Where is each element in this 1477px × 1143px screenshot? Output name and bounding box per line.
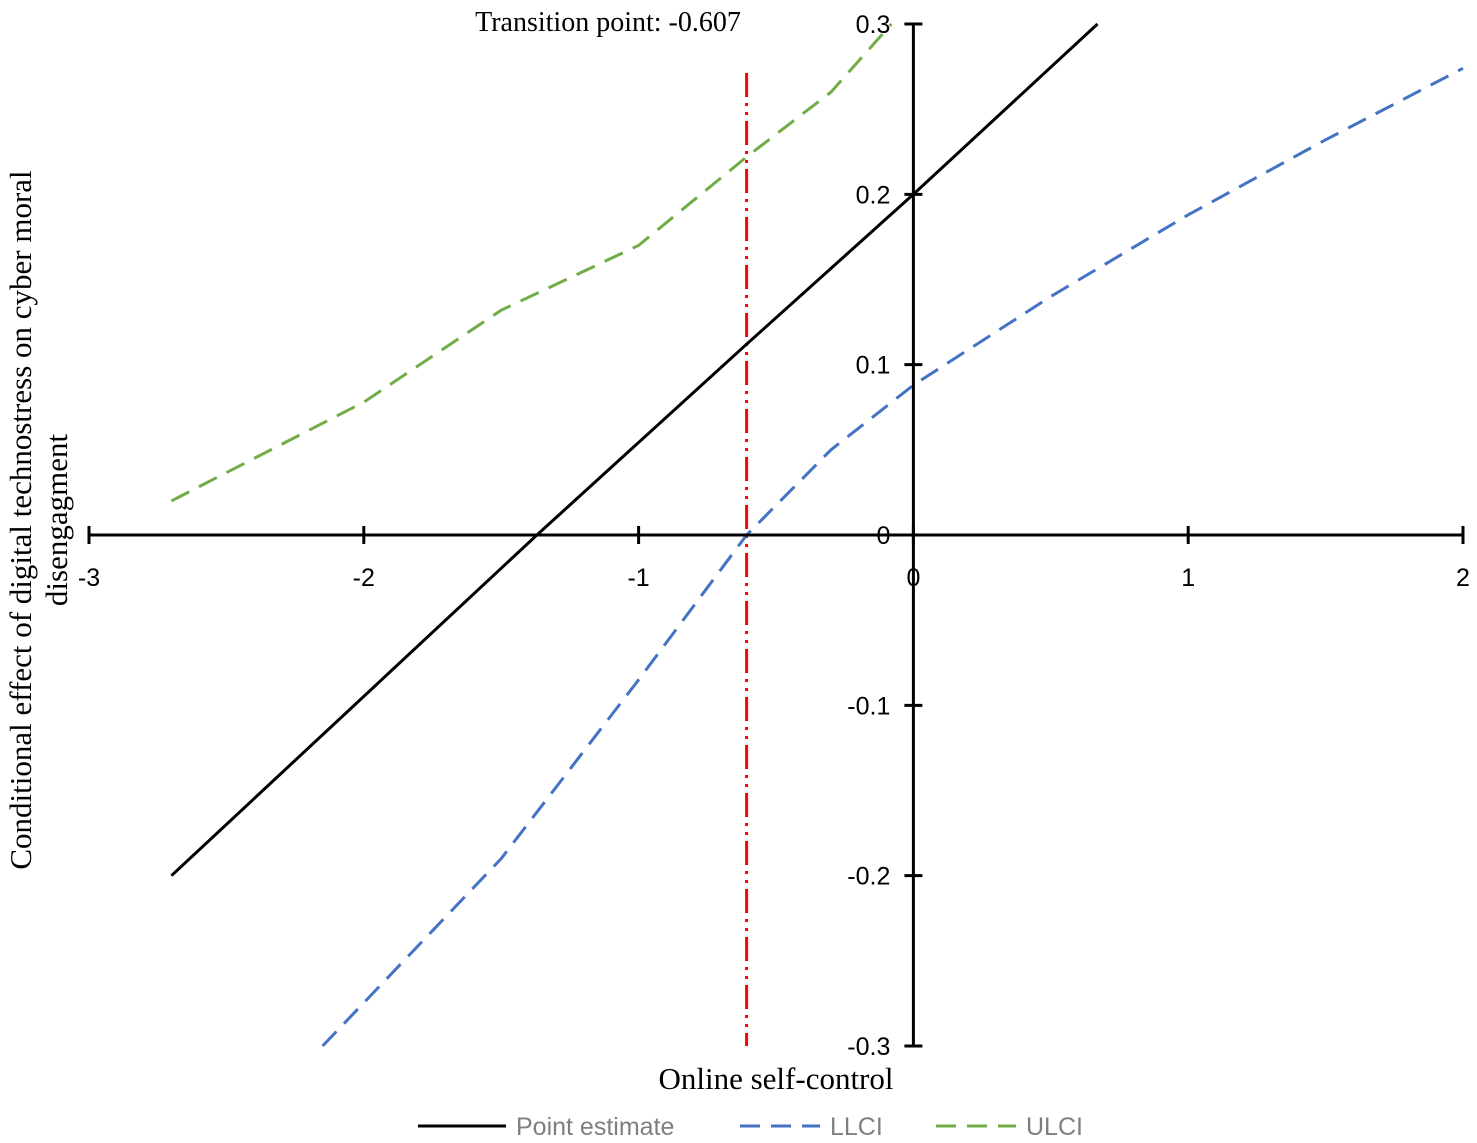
plot-lines: [170, 22, 1464, 1048]
legend: Point estimate LLCI ULCI: [418, 1113, 1083, 1141]
transition-point-annotation: Transition point: -0.607: [475, 7, 741, 38]
series-line-ulci: [170, 23, 893, 503]
y-ticks: -0.3 -0.2 -0.1 0 0.1 0.2 0.3: [847, 11, 923, 1061]
x-tick-label: 0: [906, 564, 920, 592]
x-tick-label: 1: [1181, 564, 1195, 592]
y-tick-label: -0.1: [847, 692, 890, 720]
y-tick-label: -0.3: [847, 1033, 890, 1061]
legend-label: Point estimate: [516, 1113, 674, 1141]
legend-label: ULCI: [1026, 1113, 1083, 1141]
x-ticks: -3 -2 -1 0 1 2: [78, 526, 1470, 592]
y-tick-label: 0.1: [856, 352, 891, 380]
y-axis-title: Conditional effect of digital technostre…: [3, 170, 74, 869]
y-axis-title-line: disengagment: [39, 434, 74, 607]
series-line-point-estimate: [170, 22, 1099, 877]
series-line-llci: [321, 66, 1464, 1048]
y-tick-label: 0.2: [856, 181, 891, 209]
x-tick-label: -1: [627, 564, 649, 592]
x-tick-label: -2: [353, 564, 375, 592]
x-axis-title: Online self-control: [658, 1061, 893, 1096]
legend-label: LLCI: [830, 1113, 883, 1141]
axes: [89, 24, 1463, 1046]
x-tick-label: 2: [1456, 564, 1470, 592]
y-tick-label: 0: [876, 522, 890, 550]
y-tick-label: 0.3: [856, 11, 891, 39]
x-tick-label: -3: [78, 564, 100, 592]
y-axis-title-line: Conditional effect of digital technostre…: [3, 170, 38, 869]
y-tick-label: -0.2: [847, 863, 890, 891]
